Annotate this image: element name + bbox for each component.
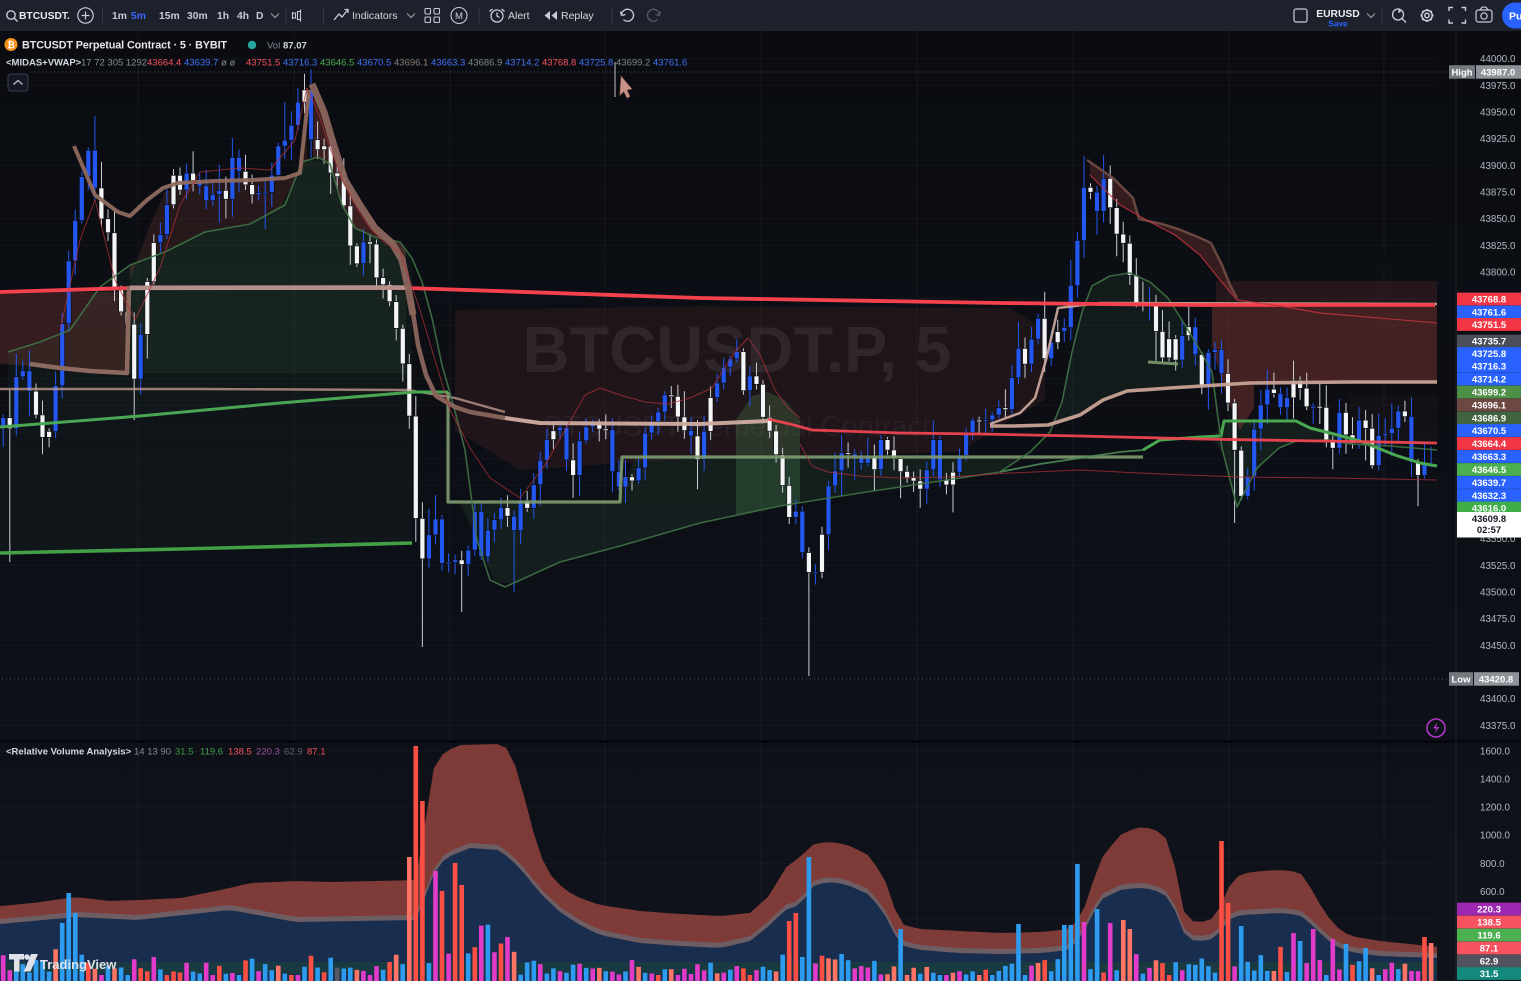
svg-text:Alert: Alert xyxy=(508,10,530,22)
svg-text:43716.3: 43716.3 xyxy=(1472,361,1506,372)
svg-text:43475.0: 43475.0 xyxy=(1480,614,1516,625)
svg-text:High: High xyxy=(1451,67,1472,78)
svg-text:43975.0: 43975.0 xyxy=(1480,81,1516,92)
svg-text:<Relative Volume Analysis>: <Relative Volume Analysis> xyxy=(6,747,132,758)
svg-text:<MIDAS+VWAP>: <MIDAS+VWAP> xyxy=(6,58,82,69)
svg-text:62.9: 62.9 xyxy=(284,747,303,758)
svg-text:43639.7: 43639.7 xyxy=(184,58,218,69)
svg-text:M: M xyxy=(455,11,463,22)
svg-text:43768.8: 43768.8 xyxy=(1472,294,1506,305)
svg-text:43632.3: 43632.3 xyxy=(1472,491,1506,502)
svg-text:43670.5: 43670.5 xyxy=(1472,426,1507,437)
svg-text:43699.2: 43699.2 xyxy=(1472,387,1506,398)
svg-text:43699.2: 43699.2 xyxy=(616,58,650,69)
svg-text:43686.9: 43686.9 xyxy=(1472,413,1506,424)
svg-text:43751.5: 43751.5 xyxy=(246,58,280,69)
svg-text:43875.0: 43875.0 xyxy=(1480,188,1516,199)
svg-text:1400.0: 1400.0 xyxy=(1480,775,1511,786)
svg-text:43646.5: 43646.5 xyxy=(1472,465,1507,476)
svg-text:43525.0: 43525.0 xyxy=(1480,561,1516,572)
svg-text:02:57: 02:57 xyxy=(1477,525,1501,536)
svg-text:31.5: 31.5 xyxy=(175,747,194,758)
svg-text:31.5: 31.5 xyxy=(1480,969,1499,980)
svg-text:43696.1: 43696.1 xyxy=(1472,400,1507,411)
svg-text:Indicators: Indicators xyxy=(352,10,398,22)
svg-text:BTCUSDT Perpetual Contract: BTCUSDT Perpetual Contract xyxy=(544,411,930,443)
svg-text:EURUSD: EURUSD xyxy=(1316,9,1359,20)
svg-text:1000.0: 1000.0 xyxy=(1480,831,1511,842)
svg-text:15m: 15m xyxy=(159,11,180,22)
svg-text:30m: 30m xyxy=(187,11,208,22)
svg-text:Low: Low xyxy=(1452,674,1472,685)
svg-text:43714.2: 43714.2 xyxy=(505,58,539,69)
svg-text:Pu: Pu xyxy=(1509,11,1521,23)
svg-text:43609.8: 43609.8 xyxy=(1472,514,1506,525)
svg-text:43850.0: 43850.0 xyxy=(1480,214,1516,225)
svg-text:Replay: Replay xyxy=(561,10,594,22)
svg-text:43800.0: 43800.0 xyxy=(1480,268,1516,279)
svg-text:87.07: 87.07 xyxy=(283,41,307,52)
svg-text:220.3: 220.3 xyxy=(1477,904,1501,915)
svg-text:D: D xyxy=(256,11,263,22)
svg-text:43686.9: 43686.9 xyxy=(468,58,502,69)
svg-text:BTCUSDT Perpetual Contract · 5: BTCUSDT Perpetual Contract · 5 · BYBIT xyxy=(22,40,227,52)
svg-text:43646.5: 43646.5 xyxy=(320,58,354,69)
svg-text:43616.0: 43616.0 xyxy=(1472,503,1506,514)
svg-text:43400.0: 43400.0 xyxy=(1480,694,1516,705)
svg-text:1m: 1m xyxy=(112,11,127,22)
svg-text:14 13 90: 14 13 90 xyxy=(134,747,171,758)
svg-text:43950.0: 43950.0 xyxy=(1480,108,1516,119)
svg-text:43825.0: 43825.0 xyxy=(1480,241,1516,252)
svg-text:43663.3: 43663.3 xyxy=(1472,452,1506,463)
svg-text:43500.0: 43500.0 xyxy=(1480,588,1516,599)
svg-text:ø ø: ø ø xyxy=(221,58,235,69)
svg-text:43639.7: 43639.7 xyxy=(1472,478,1506,489)
svg-text:43725.8: 43725.8 xyxy=(579,58,613,69)
svg-text:1h: 1h xyxy=(217,11,229,22)
svg-text:138.5: 138.5 xyxy=(228,747,252,758)
svg-text:62.9: 62.9 xyxy=(1480,956,1499,967)
svg-text:119.6: 119.6 xyxy=(1477,930,1500,941)
svg-text:43420.8: 43420.8 xyxy=(1479,674,1513,685)
svg-text:43725.8: 43725.8 xyxy=(1472,349,1506,360)
svg-text:Vol: Vol xyxy=(267,41,280,52)
svg-text:44000.0: 44000.0 xyxy=(1480,54,1516,65)
svg-text:1600.0: 1600.0 xyxy=(1480,747,1511,758)
svg-text:43716.3: 43716.3 xyxy=(283,58,317,69)
svg-text:43663.3: 43663.3 xyxy=(431,58,465,69)
svg-text:1200.0: 1200.0 xyxy=(1480,803,1511,814)
svg-text:43761.6: 43761.6 xyxy=(1472,307,1506,318)
svg-text:Save: Save xyxy=(1328,19,1348,29)
svg-text:TradingView: TradingView xyxy=(40,957,117,972)
svg-text:43900.0: 43900.0 xyxy=(1480,161,1516,172)
svg-text:43987.0: 43987.0 xyxy=(1481,67,1515,78)
svg-text:43768.8: 43768.8 xyxy=(542,58,576,69)
svg-text:43550.0: 43550.0 xyxy=(1480,534,1516,545)
svg-text:43925.0: 43925.0 xyxy=(1480,134,1516,145)
svg-text:43696.1: 43696.1 xyxy=(394,58,428,69)
svg-text:87.1: 87.1 xyxy=(307,747,326,758)
svg-text:800.0: 800.0 xyxy=(1480,859,1505,870)
svg-text:43664.4: 43664.4 xyxy=(147,58,181,69)
svg-text:5m: 5m xyxy=(131,11,146,22)
svg-text:BTCUSDT.: BTCUSDT. xyxy=(19,11,70,22)
svg-text:4h: 4h xyxy=(237,11,249,22)
svg-text:138.5: 138.5 xyxy=(1477,917,1501,928)
svg-text:119.6: 119.6 xyxy=(200,747,223,758)
svg-text:87.1: 87.1 xyxy=(1480,943,1499,954)
svg-text:₿: ₿ xyxy=(7,40,14,50)
svg-text:43751.5: 43751.5 xyxy=(1472,320,1507,331)
svg-text:43735.7: 43735.7 xyxy=(1472,336,1506,347)
svg-text:600.0: 600.0 xyxy=(1480,887,1505,898)
svg-text:43670.5: 43670.5 xyxy=(357,58,391,69)
svg-text:43761.6: 43761.6 xyxy=(653,58,687,69)
svg-text:43375.0: 43375.0 xyxy=(1480,721,1516,732)
svg-text:43450.0: 43450.0 xyxy=(1480,641,1516,652)
svg-text:43714.2: 43714.2 xyxy=(1472,374,1506,385)
svg-text:17 72 305 1292: 17 72 305 1292 xyxy=(81,58,147,69)
svg-text:220.3: 220.3 xyxy=(256,747,280,758)
svg-text:43664.4: 43664.4 xyxy=(1472,439,1507,450)
